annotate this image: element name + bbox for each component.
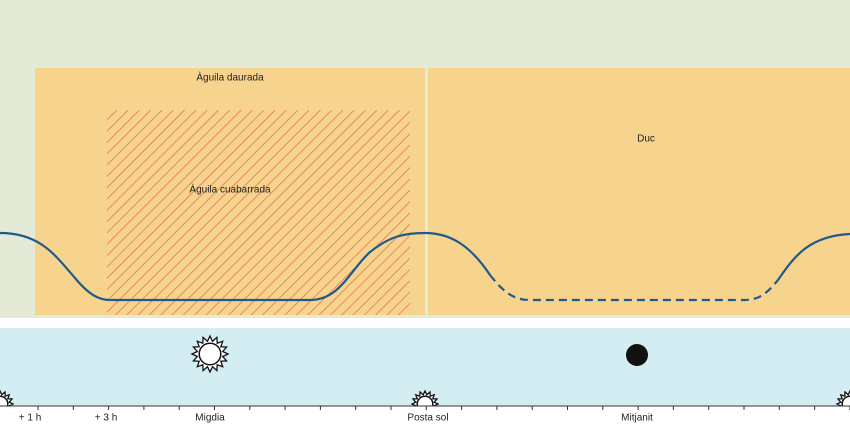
zone-label: Àguila daurada xyxy=(196,71,264,84)
moon xyxy=(626,344,648,366)
activity-curve xyxy=(777,232,850,281)
time-label: Migdia xyxy=(195,413,225,424)
activity-curve xyxy=(0,231,491,302)
owl-zone xyxy=(428,68,850,315)
sun-disc xyxy=(198,342,222,366)
zone-label: Àguila cuabarrada xyxy=(189,183,271,196)
time-label: Mitjanit xyxy=(621,413,653,424)
time-label: + 3 h xyxy=(95,413,118,424)
time-label: + 1 h xyxy=(19,413,42,424)
horizon-mask xyxy=(0,406,850,428)
time-label: Posta sol xyxy=(407,413,448,424)
bonelli-eagle-zone xyxy=(107,110,410,315)
separator xyxy=(0,318,850,328)
zone-label: Duc xyxy=(637,134,655,145)
activity-curve-dashed xyxy=(489,274,779,302)
